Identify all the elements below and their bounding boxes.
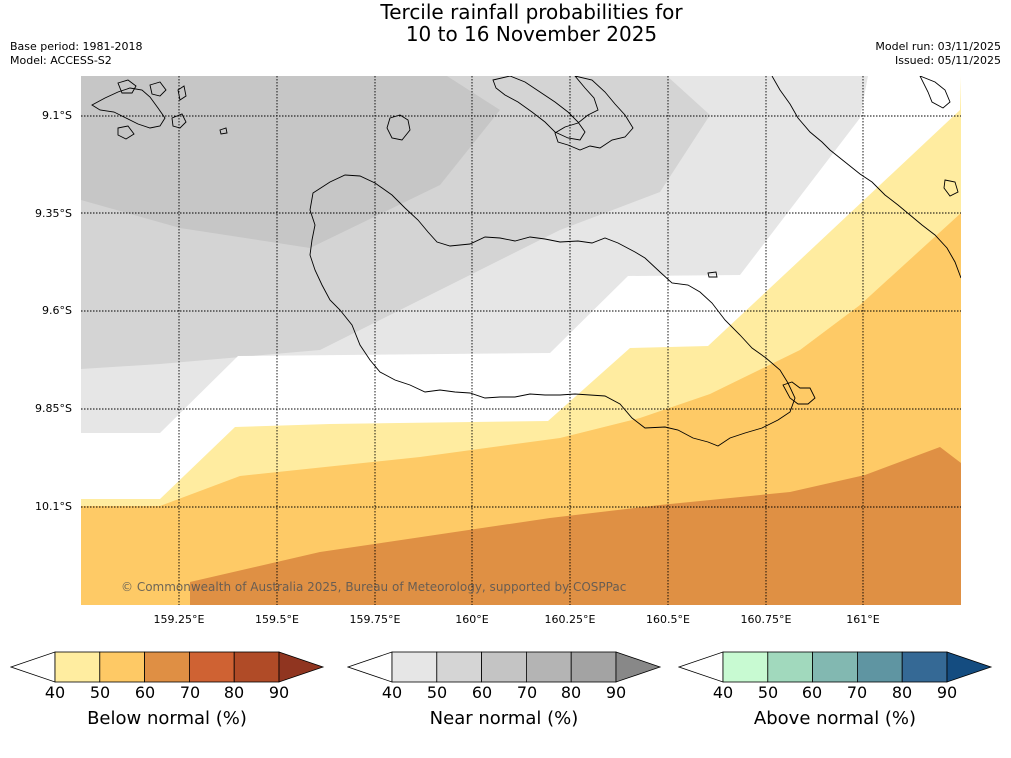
coastline-se-islets <box>782 381 816 405</box>
coastline-round-island <box>386 114 411 141</box>
cbar0-tick-40: 40 <box>44 683 66 702</box>
lon-label-5: 160.25°E <box>544 613 596 626</box>
cbar2-tick-90: 90 <box>936 683 958 702</box>
lon-label-7: 160.75°E <box>740 613 792 626</box>
cbar1-tick-40: 40 <box>381 683 403 702</box>
cbar-segment-1 <box>54 651 101 683</box>
colorbar-above-normal <box>678 651 993 683</box>
lon-label-2: 159.5°E <box>255 613 299 626</box>
cbar2-tick-50: 50 <box>757 683 779 702</box>
cbar0-tick-80: 80 <box>223 683 245 702</box>
coastline-nw-island-1 <box>91 87 166 129</box>
lon-label-1: 159.25°E <box>153 613 205 626</box>
coastline-main-island <box>309 174 796 447</box>
cbar1-tick-60: 60 <box>471 683 493 702</box>
cbar-segment-4 <box>856 651 903 683</box>
cbar-segment-2 <box>436 651 483 683</box>
coastline-north-island-2 <box>554 76 634 151</box>
coastline-nw-island-2 <box>117 79 137 94</box>
model-run-text: Model run: 03/11/2025 <box>875 40 1001 53</box>
lon-label-8: 161°E <box>846 613 880 626</box>
cbar0-tick-90: 90 <box>268 683 290 702</box>
base-period-text: Base period: 1981-2018 <box>10 40 143 53</box>
lon-label-4: 160°E <box>455 613 489 626</box>
coastline-north-island-1 <box>492 76 586 141</box>
issued-text: Issued: 05/11/2025 <box>894 54 1001 67</box>
model-text: Model: ACCESS-S2 <box>10 54 112 67</box>
map-title-line1: Tercile rainfall probabilities for <box>380 0 683 24</box>
cbar-extend-high <box>278 651 325 683</box>
cbar-segment-4 <box>188 651 235 683</box>
cbar0-label: Below normal (%) <box>87 708 247 729</box>
colorbar-below-normal <box>10 651 325 683</box>
cbar-extend-low <box>10 651 56 683</box>
cbar-segment-5 <box>233 651 280 683</box>
cbar-segment-1 <box>391 651 438 683</box>
cbar1-tick-70: 70 <box>516 683 538 702</box>
cbar-segment-1 <box>722 651 769 683</box>
cbar1-tick-50: 50 <box>426 683 448 702</box>
lat-label-4: 9.85°S <box>35 402 72 415</box>
cbar2-tick-80: 80 <box>891 683 913 702</box>
cbar-segment-3 <box>812 651 858 683</box>
meta-left: Base period: 1981-2018 Model: ACCESS-S2 <box>10 40 142 68</box>
cbar2-tick-60: 60 <box>801 683 823 702</box>
cbar-segment-4 <box>525 651 572 683</box>
cbar-extend-low <box>347 651 393 683</box>
coastline-islet-1 <box>219 127 228 135</box>
lat-label-5: 10.1°S <box>35 500 72 513</box>
map-title-line2: 10 to 16 November 2025 <box>405 22 658 46</box>
cbar-extend-low <box>678 651 724 683</box>
cbar-extend-high <box>946 651 993 683</box>
coastlines <box>91 76 961 447</box>
coastline-nw-island-5 <box>171 113 187 129</box>
cbar1-label: Near normal (%) <box>429 708 579 729</box>
copyright-notice: © Commonwealth of Australia 2025, Bureau… <box>121 580 627 594</box>
coastline-east-island <box>771 76 961 279</box>
cbar2-tick-40: 40 <box>712 683 734 702</box>
cbar2-tick-70: 70 <box>846 683 868 702</box>
cbar1-tick-80: 80 <box>560 683 582 702</box>
coastline-nw-island-4 <box>117 125 135 140</box>
lat-label-2: 9.35°S <box>35 207 72 220</box>
cbar-segment-2 <box>99 651 146 683</box>
cbar1-tick-90: 90 <box>605 683 627 702</box>
probability-zones <box>81 76 961 605</box>
cbar-segment-2 <box>767 651 814 683</box>
cbar0-tick-60: 60 <box>134 683 156 702</box>
coastline-east-point <box>919 76 951 109</box>
zone-below-60 <box>190 447 961 605</box>
cbar-segment-5 <box>901 651 948 683</box>
coastline-nw-island-3 <box>149 81 167 97</box>
cbar0-tick-50: 50 <box>89 683 111 702</box>
lon-label-6: 160.5°E <box>646 613 690 626</box>
coastline-islet-3 <box>943 179 959 197</box>
lon-label-3: 159.75°E <box>349 613 401 626</box>
meta-right: Model run: 03/11/2025 Issued: 05/11/2025 <box>875 40 1001 68</box>
graticule <box>81 76 961 605</box>
lat-label-3: 9.6°S <box>42 304 72 317</box>
cbar0-tick-70: 70 <box>179 683 201 702</box>
cbar-segment-3 <box>144 651 190 683</box>
colorbar-near-normal <box>347 651 662 683</box>
cbar2-label: Above normal (%) <box>753 708 917 729</box>
coastline-nw-island-6 <box>177 85 187 101</box>
cbar-segment-3 <box>481 651 527 683</box>
cbar-extend-high <box>615 651 662 683</box>
lat-label-1: 9.1°S <box>42 109 72 122</box>
cbar-segment-5 <box>570 651 617 683</box>
coastline-islet-2 <box>707 271 718 278</box>
